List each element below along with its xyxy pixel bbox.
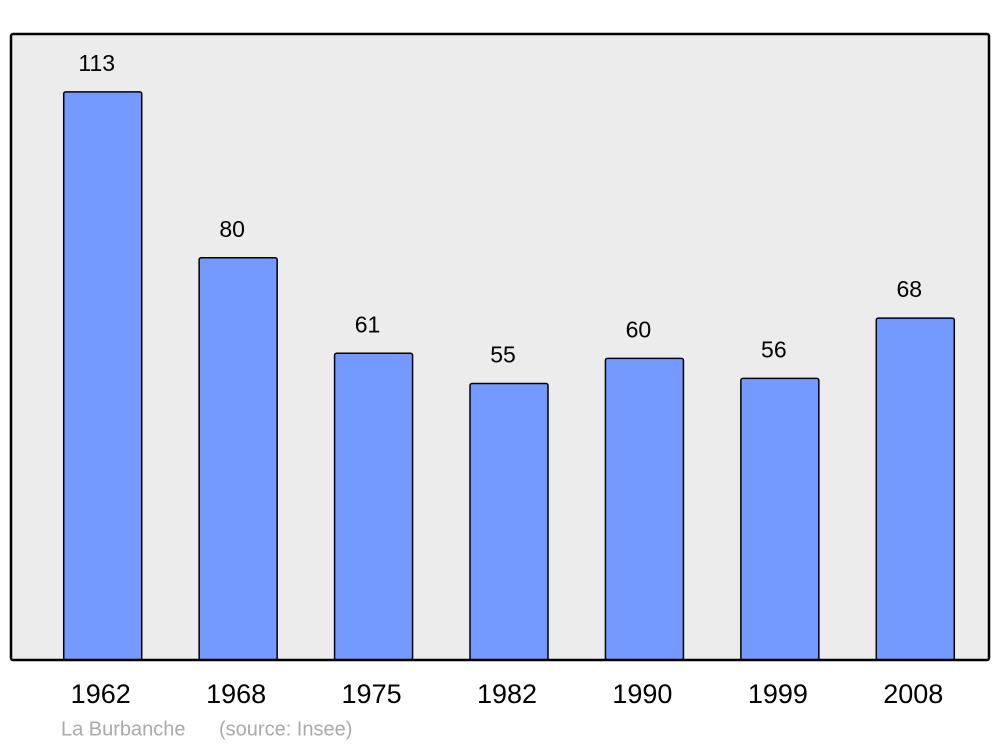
x-tick-label: 1975 [342,679,402,709]
x-tick-label: 1990 [612,679,672,709]
x-tick-label: 1968 [206,679,266,709]
bar [875,317,956,661]
value-label: 56 [761,337,787,363]
bar [333,352,414,661]
value-label: 60 [626,316,652,342]
bar [62,91,143,661]
caption: La Burbanche [61,718,186,740]
x-tick-label: 1999 [748,679,808,709]
plot-frame [9,32,991,662]
bar [740,377,820,661]
bar [198,257,278,661]
value-label: 68 [896,276,922,302]
x-tick-label: 2008 [883,679,943,709]
value-label: 61 [355,311,381,337]
x-tick-label: 1962 [71,679,131,709]
source: (source: Insee) [219,718,352,740]
bar [604,357,685,661]
value-label: 113 [78,50,115,76]
bars: 113 80 61 55 60 56 68 [62,50,956,661]
x-tick-label: 1982 [477,679,537,709]
bar [469,382,549,661]
value-label: 80 [219,216,245,242]
value-label: 55 [490,342,516,368]
